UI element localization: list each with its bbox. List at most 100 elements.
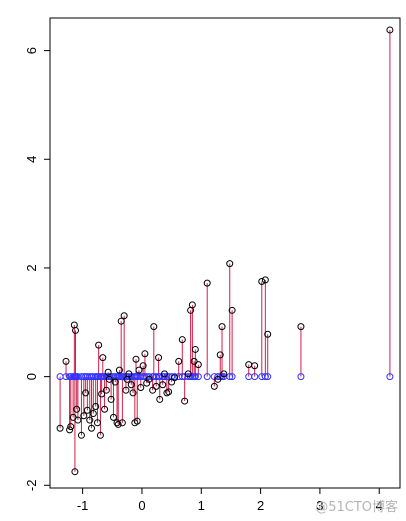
baseline-point — [71, 373, 79, 381]
data-point — [95, 341, 103, 349]
data-point — [115, 366, 123, 374]
data-point — [210, 382, 218, 390]
data-point — [74, 416, 82, 424]
data-point — [104, 368, 112, 376]
data-point — [71, 468, 79, 476]
data-point — [152, 382, 160, 390]
baseline-point — [62, 373, 70, 381]
data-point — [261, 276, 269, 284]
data-point — [133, 417, 141, 425]
data-point — [66, 426, 74, 434]
baseline-point — [191, 373, 199, 381]
drop-segments — [59, 29, 391, 472]
data-point — [149, 386, 157, 394]
data-point — [194, 361, 202, 369]
data-point — [218, 323, 226, 331]
data-point — [118, 419, 126, 427]
baseline-point — [168, 373, 176, 381]
data-point — [160, 370, 168, 378]
baseline-point — [152, 373, 160, 381]
baseline-point — [203, 373, 211, 381]
data-point — [159, 381, 167, 389]
baseline-point — [228, 373, 236, 381]
data-point — [98, 390, 106, 398]
baseline-point — [160, 373, 168, 381]
x-tick-label: 3 — [316, 498, 323, 513]
data-point — [80, 412, 88, 420]
axes: -1 0 1 2 3 4 -2 0 2 4 6 — [24, 47, 383, 513]
data-point — [88, 424, 96, 432]
data-point — [178, 336, 186, 344]
data-point — [155, 354, 163, 362]
baseline-point — [194, 373, 202, 381]
baseline-point — [251, 373, 259, 381]
baseline-point — [264, 373, 272, 381]
data-point — [96, 431, 104, 439]
data-point — [93, 419, 101, 427]
x-tick-label: 2 — [257, 498, 264, 513]
data-point — [83, 406, 91, 414]
data-point — [122, 386, 130, 394]
data-point — [143, 379, 151, 387]
data-point — [86, 416, 94, 424]
baseline-point — [226, 373, 234, 381]
data-point — [181, 397, 189, 405]
data-point — [105, 375, 113, 383]
y-tick-label: 6 — [24, 47, 39, 54]
data-point — [67, 423, 75, 431]
x-tick-label: 4 — [376, 498, 383, 513]
y-tick-label: 2 — [24, 264, 39, 271]
data-point — [109, 413, 117, 421]
plot-frame — [49, 17, 401, 489]
data-point — [62, 357, 70, 365]
data-point — [89, 410, 97, 418]
data-point — [214, 375, 222, 383]
data-point — [127, 381, 135, 389]
data-point — [102, 386, 110, 394]
data-point — [203, 279, 211, 287]
data-point — [72, 326, 80, 334]
data-point — [135, 366, 143, 374]
y-tick-label: -2 — [24, 480, 39, 492]
data-points — [56, 26, 394, 476]
data-point — [117, 317, 125, 325]
x-tick-label: -1 — [77, 498, 89, 513]
data-point — [165, 388, 173, 396]
data-point — [132, 355, 140, 363]
data-point — [82, 389, 90, 397]
data-point — [175, 357, 183, 365]
y-tick-label: 0 — [24, 373, 39, 380]
data-point — [171, 374, 179, 382]
data-point — [150, 323, 158, 331]
data-point — [258, 278, 266, 286]
data-point — [251, 362, 259, 370]
y-tick-label: 4 — [24, 156, 39, 163]
watermark: @51CTO博客 — [315, 500, 398, 515]
data-point — [264, 330, 272, 338]
data-point — [386, 26, 394, 34]
baseline-point — [261, 373, 269, 381]
data-point — [145, 375, 153, 383]
data-point — [139, 362, 147, 370]
data-point — [56, 424, 64, 432]
baseline-point — [297, 373, 305, 381]
x-tick-label: 0 — [138, 498, 145, 513]
data-point — [111, 378, 119, 386]
data-point — [216, 351, 224, 359]
baseline-point — [89, 373, 97, 381]
data-point — [228, 306, 236, 314]
data-point — [188, 301, 196, 309]
data-point — [113, 419, 121, 427]
data-point — [226, 260, 234, 268]
data-point — [129, 389, 137, 397]
data-point — [220, 370, 228, 378]
data-point — [297, 323, 305, 331]
data-point — [125, 370, 133, 378]
data-point — [101, 405, 109, 413]
data-point — [77, 431, 85, 439]
data-point — [114, 420, 122, 428]
data-point — [184, 370, 192, 378]
data-point — [141, 350, 149, 358]
baseline-point — [386, 373, 394, 381]
